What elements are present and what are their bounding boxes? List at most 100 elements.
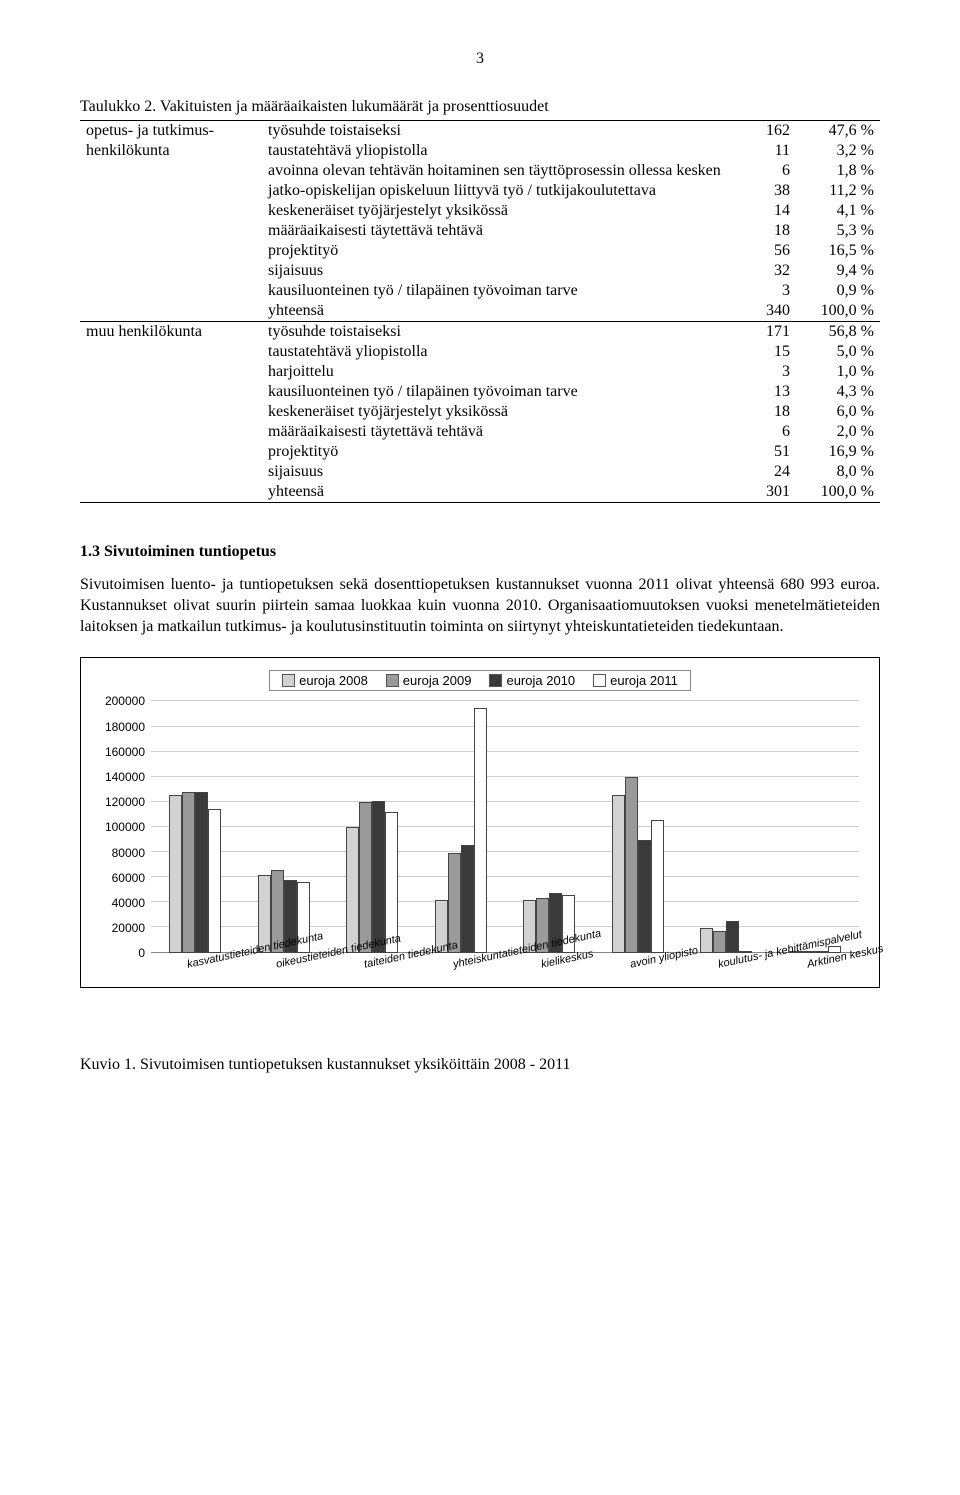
- x-axis-labels: kasvatustieteiden tiedekuntaoikeustietei…: [151, 953, 859, 1023]
- row-percent: 9,4 %: [796, 261, 880, 281]
- bar: [346, 827, 359, 953]
- bar: [182, 792, 195, 953]
- body-paragraph: Sivutoimisen luento- ja tuntiopetuksen s…: [80, 575, 880, 637]
- x-label: Arktinen keskus: [771, 953, 860, 1023]
- row-percent: 4,3 %: [796, 382, 880, 402]
- section-heading: 1.3 Sivutoiminen tuntiopetus: [80, 543, 880, 561]
- row-label: työsuhde toistaiseksi: [262, 121, 734, 142]
- group-label: [80, 261, 262, 281]
- table-caption: Taulukko 2. Vakituisten ja määräaikaiste…: [80, 98, 880, 116]
- row-label: taustatehtävä yliopistolla: [262, 342, 734, 362]
- bar-group: [240, 701, 329, 953]
- x-label: koulutus- ja kehittämispalvelut: [682, 953, 771, 1023]
- group-label: [80, 241, 262, 261]
- legend-swatch: [282, 674, 295, 687]
- group-label: [80, 221, 262, 241]
- data-table: opetus- ja tutkimus-työsuhde toistaiseks…: [80, 120, 880, 503]
- row-label: taustatehtävä yliopistolla: [262, 141, 734, 161]
- row-percent: 100,0 %: [796, 301, 880, 322]
- row-count: 24: [734, 462, 796, 482]
- legend-label: euroja 2010: [506, 673, 575, 688]
- x-label: kielikeskus: [505, 953, 594, 1023]
- group-label: [80, 442, 262, 462]
- row-count: 11: [734, 141, 796, 161]
- row-label: määräaikaisesti täytettävä tehtävä: [262, 221, 734, 241]
- row-percent: 11,2 %: [796, 181, 880, 201]
- chart-legend: euroja 2008 euroja 2009 euroja 2010 euroja …: [269, 670, 691, 691]
- bar: [474, 708, 487, 954]
- group-label: henkilökunta: [80, 141, 262, 161]
- row-label: yhteensä: [262, 482, 734, 503]
- row-label: projektityö: [262, 442, 734, 462]
- row-label: määräaikaisesti täytettävä tehtävä: [262, 422, 734, 442]
- group-label: muu henkilökunta: [80, 322, 262, 343]
- legend-label: euroja 2008: [299, 673, 368, 688]
- bar-group: [151, 701, 240, 953]
- row-percent: 2,0 %: [796, 422, 880, 442]
- x-label: avoin yliopisto: [594, 953, 683, 1023]
- bar: [638, 840, 651, 953]
- group-label: [80, 342, 262, 362]
- x-label: oikeustieteiden tiedekunta: [240, 953, 329, 1023]
- bar-group: [417, 701, 506, 953]
- row-count: 3: [734, 362, 796, 382]
- row-label: keskeneräiset työjärjestelyt yksikössä: [262, 402, 734, 422]
- bar: [195, 792, 208, 953]
- bar: [461, 845, 474, 953]
- figure-caption: Kuvio 1. Sivutoimisen tuntiopetuksen kus…: [80, 1056, 880, 1074]
- group-label: [80, 422, 262, 442]
- row-percent: 1,8 %: [796, 161, 880, 181]
- row-label: harjoittelu: [262, 362, 734, 382]
- group-label: opetus- ja tutkimus-: [80, 121, 262, 142]
- legend-swatch: [593, 674, 606, 687]
- chart-container: euroja 2008 euroja 2009 euroja 2010 euroja …: [80, 657, 880, 988]
- row-count: 6: [734, 422, 796, 442]
- group-label: [80, 362, 262, 382]
- bar: [359, 802, 372, 953]
- y-tick-label: 40000: [112, 896, 145, 910]
- legend-item: euroja 2010: [489, 673, 575, 688]
- row-label: työsuhde toistaiseksi: [262, 322, 734, 343]
- bar: [625, 777, 638, 953]
- row-label: keskeneräiset työjärjestelyt yksikössä: [262, 201, 734, 221]
- row-percent: 16,9 %: [796, 442, 880, 462]
- group-label: [80, 281, 262, 301]
- chart-plot: 0200004000060000800001000001200001400001…: [151, 701, 859, 981]
- row-label: kausiluonteinen työ / tilapäinen työvoim…: [262, 382, 734, 402]
- bar: [448, 853, 461, 954]
- group-label: [80, 402, 262, 422]
- row-count: 301: [734, 482, 796, 503]
- bar-group: [328, 701, 417, 953]
- row-label: avoinna olevan tehtävän hoitaminen sen t…: [262, 161, 734, 181]
- y-tick-label: 20000: [112, 921, 145, 935]
- group-label: [80, 301, 262, 322]
- legend-label: euroja 2011: [610, 673, 678, 688]
- row-percent: 1,0 %: [796, 362, 880, 382]
- bar: [713, 931, 726, 954]
- row-count: 56: [734, 241, 796, 261]
- y-tick-label: 200000: [105, 694, 145, 708]
- y-tick-label: 140000: [105, 770, 145, 784]
- bar: [208, 809, 221, 954]
- row-percent: 0,9 %: [796, 281, 880, 301]
- bar-group: [594, 701, 683, 953]
- y-tick-label: 160000: [105, 745, 145, 759]
- row-count: 340: [734, 301, 796, 322]
- legend-item: euroja 2011: [593, 673, 678, 688]
- bar-group: [682, 701, 771, 953]
- y-tick-label: 80000: [112, 846, 145, 860]
- page-number: 3: [80, 50, 880, 68]
- legend-item: euroja 2008: [282, 673, 368, 688]
- row-label: sijaisuus: [262, 261, 734, 281]
- row-count: 171: [734, 322, 796, 343]
- legend-label: euroja 2009: [403, 673, 472, 688]
- group-label: [80, 462, 262, 482]
- row-percent: 47,6 %: [796, 121, 880, 142]
- bar: [726, 921, 739, 954]
- group-label: [80, 181, 262, 201]
- row-percent: 4,1 %: [796, 201, 880, 221]
- row-percent: 6,0 %: [796, 402, 880, 422]
- group-label: [80, 201, 262, 221]
- bar: [169, 795, 182, 954]
- bar: [612, 795, 625, 954]
